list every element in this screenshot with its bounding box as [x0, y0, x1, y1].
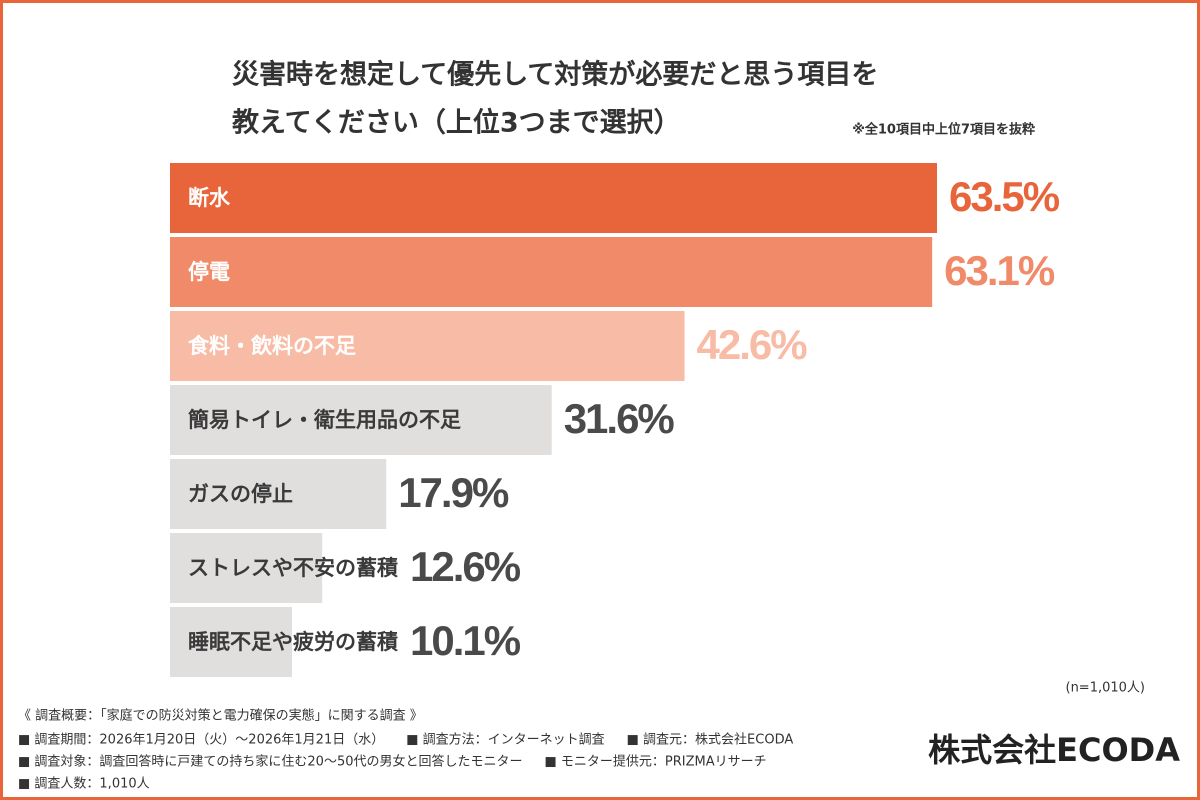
bar: [170, 163, 937, 233]
bar: [170, 311, 685, 381]
category-label: 食料・飲料の不足: [188, 334, 356, 358]
category-label: 停電: [188, 260, 230, 284]
category-label: 簡易トイレ・衛生用品の不足: [188, 408, 461, 432]
bar: [170, 237, 933, 307]
footer-line: ■ 調査方法：インターネット調査: [406, 732, 604, 748]
value-label: 17.9%: [398, 469, 509, 516]
category-label: ストレスや不安の蓄積: [188, 556, 399, 580]
footer-heading: 《 調査概要：「家庭での防災対策と電力確保の実態」に関する調査 》: [18, 708, 423, 724]
bar: [170, 607, 292, 677]
category-label: ガスの停止: [188, 482, 293, 506]
bar: [170, 533, 323, 603]
footer-line: ■ モニター提供元：PRIZMAリサーチ: [545, 754, 767, 770]
value-label: 42.6%: [697, 321, 808, 368]
value-label: 31.6%: [564, 395, 675, 442]
chart-title: 教えてください（上位3つまで選択）: [232, 107, 681, 139]
logo: 株式会社ECODA: [928, 731, 1180, 769]
chart-title: 災害時を想定して優先して対策が必要だと思う項目を: [232, 59, 878, 91]
value-label: 10.1%: [410, 617, 521, 664]
footer-line: ■ 調査人数：1,010人: [18, 777, 150, 792]
bar: [170, 459, 387, 529]
footer-line: ■ 調査対象：調査回答時に戸建ての持ち家に住む20〜50代の男女と回答したモニタ…: [18, 754, 523, 770]
value-label: 63.1%: [944, 247, 1055, 294]
category-label: 睡眠不足や疲労の蓄積: [188, 630, 399, 654]
value-label: 63.5%: [949, 173, 1060, 220]
bar: [170, 385, 552, 455]
footer-line: ■ 調査期間：2026年1月20日（火）〜2026年1月21日（水）: [18, 733, 384, 748]
footer-line: ■ 調査元：株式会社ECODA: [627, 732, 794, 748]
category-label: 断水: [188, 186, 231, 210]
sample-size: (n=1,010人): [1066, 681, 1146, 696]
note: ※全10項目中上位7項目を抜粋: [852, 122, 1035, 138]
value-label: 12.6%: [410, 543, 521, 590]
